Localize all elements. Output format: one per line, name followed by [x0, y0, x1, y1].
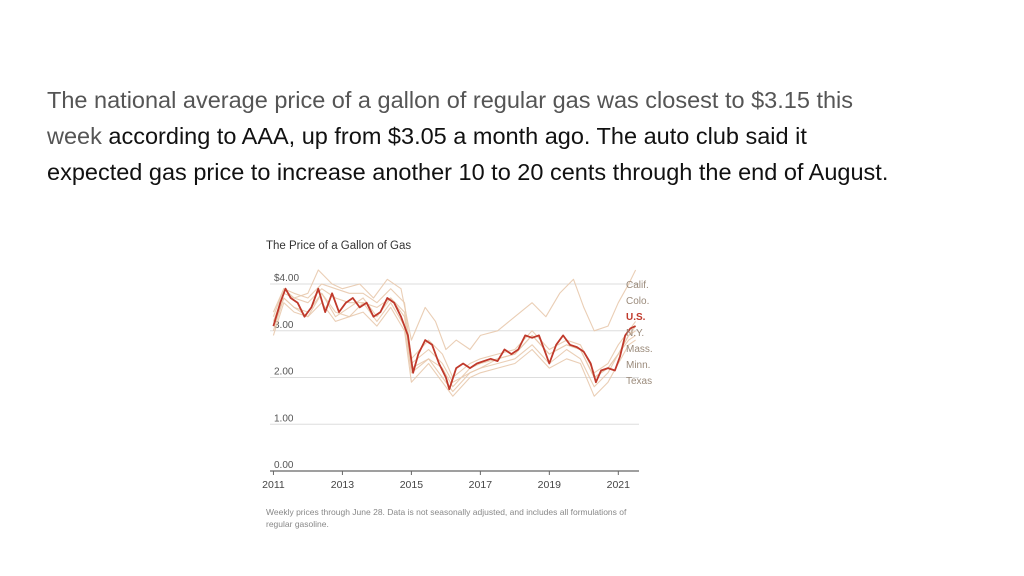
x-tick-label: 2017	[469, 479, 493, 491]
series-line-texas	[272, 302, 636, 397]
chart-note: Weekly prices through June 28. Data is n…	[266, 507, 627, 529]
x-tick-label: 2015	[400, 479, 424, 491]
y-tick-label: 2.00	[274, 367, 294, 378]
x-tick-label: 2011	[262, 479, 285, 491]
y-tick-label: $4.00	[274, 273, 299, 284]
y-tick-label: 3.00	[274, 320, 294, 331]
y-tick-label: 1.00	[274, 413, 294, 424]
series-label-minn: Minn.	[626, 360, 650, 371]
series-line-mass	[272, 288, 636, 383]
gas-price-chart: The Price of a Gallon of Gas $4.00 3.00 2.…	[262, 236, 682, 536]
x-tick-label: 2013	[331, 479, 355, 491]
series-label-ny: N.Y.	[626, 328, 644, 339]
y-tick-label: 0.00	[274, 460, 294, 471]
series-label-us: U.S.	[626, 312, 646, 323]
series-line-calif	[272, 269, 637, 351]
series-label-texas: Texas	[626, 376, 652, 387]
article-text-main: according to AAA, up from $3.05 a month …	[47, 123, 889, 185]
series-label-calif: Calif.	[626, 280, 649, 291]
chart-title: The Price of a Gallon of Gas	[266, 240, 412, 252]
chart-plot-area: $4.00 3.00 2.00 1.00 0.00 2011 2013 2015 2017 201…	[262, 269, 653, 491]
series-label-colo: Colo.	[626, 296, 649, 307]
series-label-mass: Mass.	[626, 344, 653, 355]
x-tick-label: 2019	[538, 479, 562, 491]
article-text-muted: The national average price of a gallon o…	[47, 87, 854, 149]
x-tick-label: 2021	[607, 479, 631, 491]
article-paragraph: The national average price of a gallon o…	[47, 82, 907, 190]
series-line-us	[272, 287, 636, 391]
